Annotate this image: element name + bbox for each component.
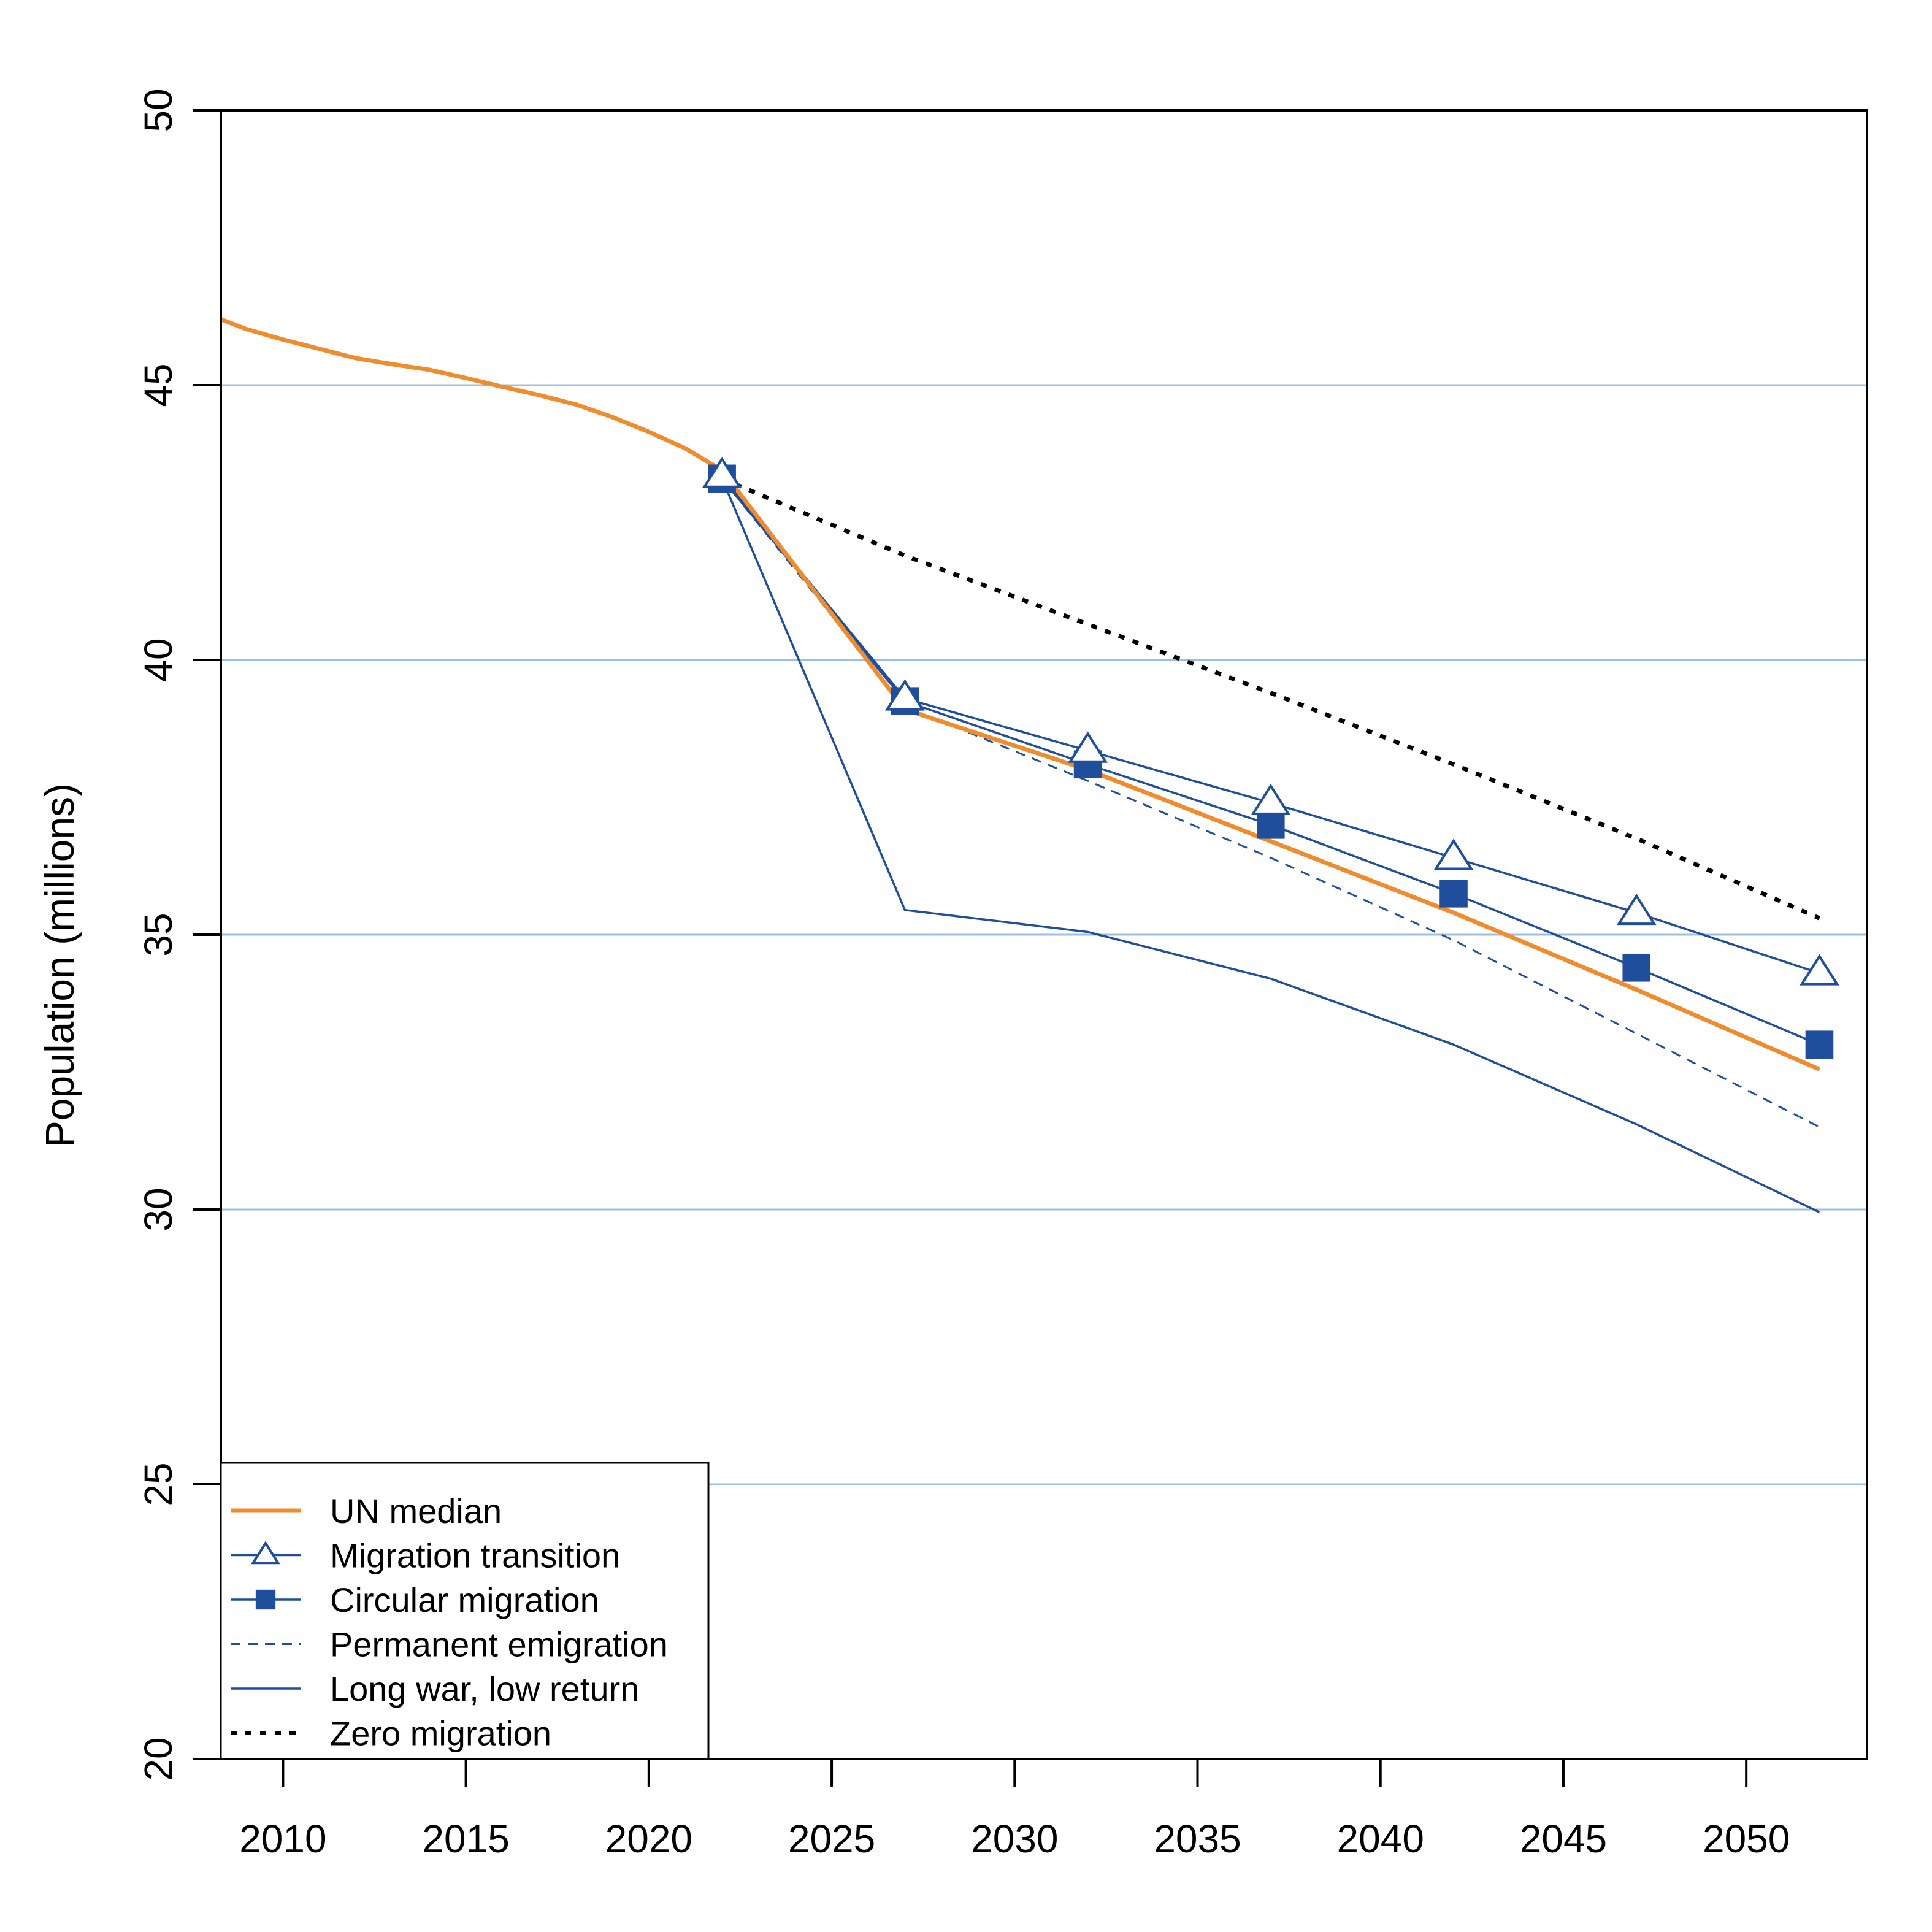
series-point-circular-migration-2037 <box>1256 811 1285 839</box>
legend-box <box>220 1462 710 1760</box>
y-tick-label-40: 40 <box>136 638 180 681</box>
legend-label-long-war-low-return: Long war, low return <box>330 1669 639 1708</box>
legend-label-zero-migration: Zero migration <box>330 1714 551 1753</box>
series-markers <box>702 456 1839 1059</box>
series-point-circular-migration-2047 <box>1622 953 1651 982</box>
series-point-circular-migration-2042 <box>1439 880 1468 908</box>
x-tick-label-2030: 2030 <box>971 1817 1058 1861</box>
series-point-migration-transition-2047 <box>1616 893 1657 926</box>
series-line-un-median <box>220 317 1820 1071</box>
legend: UN median Migration transition Circular mi… <box>220 1462 710 1760</box>
x-tick-label-2040: 2040 <box>1337 1817 1424 1861</box>
series-line-long-war-low-return <box>721 478 1820 1214</box>
series-point-circular-migration-2052 <box>1805 1030 1834 1059</box>
y-tick-label-45: 45 <box>136 363 180 407</box>
legend-label-circular-migration: Circular migration <box>330 1581 599 1619</box>
legend-label-migration-transition: Migration transition <box>330 1536 620 1575</box>
series-point-migration-transition-2052 <box>1800 954 1839 986</box>
y-tick-label-25: 25 <box>136 1462 180 1506</box>
y-axis-title: Population (millions) <box>37 783 82 1148</box>
series-point-migration-transition-2042 <box>1433 838 1474 870</box>
x-tick-label-2035: 2035 <box>1154 1817 1241 1861</box>
y-tick-label-50: 50 <box>136 88 180 132</box>
x-tick-label-2010: 2010 <box>239 1817 326 1861</box>
series-point-migration-transition-2022 <box>702 456 742 488</box>
y-tick-label-35: 35 <box>136 913 180 956</box>
legend-label-permanent-emigration: Permanent emigration <box>330 1625 668 1664</box>
legend-marker-migration-transition <box>250 1541 281 1565</box>
x-tick-label-2025: 2025 <box>788 1817 875 1861</box>
y-tick-label-30: 30 <box>136 1187 180 1231</box>
legend-label-un-median: UN median <box>330 1492 502 1530</box>
legend-marker-circular-migration <box>255 1589 276 1610</box>
x-tick-label-2020: 2020 <box>605 1817 692 1861</box>
series-point-migration-transition-2037 <box>1251 783 1291 815</box>
series-line-zero-migration <box>721 477 1820 921</box>
x-tick-label-2015: 2015 <box>422 1817 509 1861</box>
series-point-migration-transition-2027 <box>884 679 925 711</box>
series-point-migration-transition-2032 <box>1068 731 1108 763</box>
x-tick-label-2050: 2050 <box>1703 1817 1790 1861</box>
y-tick-label-20: 20 <box>136 1737 180 1781</box>
x-tick-label-2045: 2045 <box>1520 1817 1607 1861</box>
